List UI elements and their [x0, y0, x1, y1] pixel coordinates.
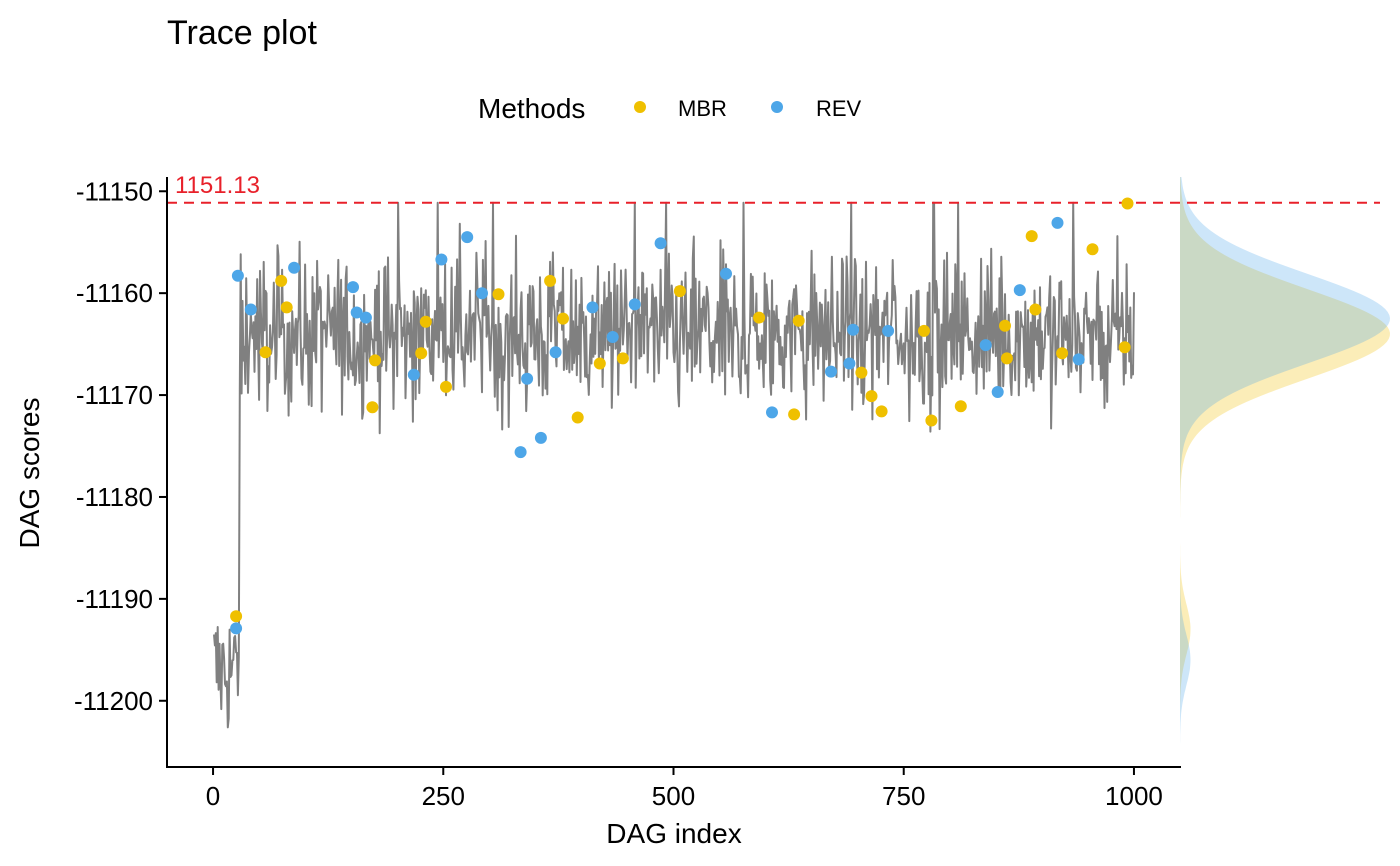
- point-rev: [514, 446, 527, 459]
- trace-line: [213, 201, 1135, 729]
- point-rev: [407, 368, 420, 381]
- point-rev: [586, 301, 599, 314]
- reference-line-label: 1151.13: [175, 172, 260, 199]
- point-rev: [461, 231, 474, 244]
- point-mbr: [1000, 352, 1013, 365]
- point-mbr: [492, 288, 505, 301]
- point-rev: [347, 281, 359, 294]
- point-mbr: [855, 366, 868, 379]
- x-axis-ticks: 0 250 500 750 1000: [206, 767, 1163, 811]
- x-tick-label: 500: [652, 781, 695, 811]
- x-tick-label: 250: [422, 781, 465, 811]
- point-mbr: [1121, 197, 1134, 210]
- point-rev: [1051, 216, 1064, 229]
- point-rev: [534, 431, 547, 444]
- point-mbr: [954, 400, 967, 413]
- point-mbr: [557, 312, 569, 325]
- y-tick-label: -11170: [76, 380, 153, 410]
- point-rev: [231, 269, 244, 282]
- point-rev: [825, 365, 837, 378]
- point-rev: [1072, 353, 1085, 366]
- point-mbr: [875, 405, 888, 418]
- density-panel: [1180, 177, 1390, 767]
- legend-label-rev: REV: [816, 96, 862, 121]
- y-tick-label: -11150: [76, 176, 153, 206]
- point-mbr: [616, 352, 629, 365]
- point-mbr: [366, 401, 379, 414]
- point-mbr: [275, 274, 288, 287]
- point-rev: [1013, 284, 1026, 297]
- point-rev: [476, 287, 488, 300]
- point-rev: [766, 406, 778, 419]
- legend-key-mbr: [634, 101, 646, 113]
- point-mbr: [865, 390, 878, 403]
- point-mbr: [1029, 303, 1042, 316]
- legend-label-mbr: MBR: [678, 96, 727, 121]
- point-rev: [979, 339, 992, 352]
- point-mbr: [1056, 347, 1069, 360]
- point-mbr: [415, 347, 428, 360]
- point-mbr: [571, 411, 584, 424]
- point-rev: [230, 622, 243, 635]
- point-mbr: [788, 408, 801, 421]
- point-mbr: [1025, 230, 1038, 243]
- point-rev: [350, 306, 363, 319]
- point-rev: [882, 324, 895, 337]
- y-tick-label: -11160: [76, 278, 153, 308]
- point-rev: [521, 372, 534, 385]
- point-rev: [720, 267, 732, 280]
- point-mbr: [593, 357, 606, 370]
- point-mbr: [369, 354, 382, 367]
- x-tick-label: 1000: [1105, 781, 1163, 811]
- density-rev: [1180, 177, 1390, 767]
- point-rev: [991, 386, 1004, 398]
- point-mbr: [925, 414, 938, 427]
- x-axis-title: DAG index: [606, 818, 741, 849]
- point-rev: [359, 311, 372, 324]
- point-mbr: [918, 324, 930, 337]
- point-mbr: [440, 380, 452, 393]
- x-tick-label: 0: [206, 781, 220, 811]
- point-mbr: [230, 610, 243, 623]
- point-mbr: [792, 314, 805, 327]
- legend-title: Methods: [478, 93, 585, 124]
- y-axis-ticks: -11150 -11160 -11170 -11180 -11190 -11200: [74, 176, 167, 716]
- point-rev: [654, 237, 667, 250]
- y-tick-label: -11190: [76, 584, 153, 614]
- point-mbr: [280, 301, 293, 314]
- legend: Methods MBR REV: [478, 93, 862, 124]
- y-axis-title: DAG scores: [14, 398, 45, 549]
- y-tick-label: -11200: [74, 686, 153, 716]
- point-rev: [244, 303, 257, 316]
- point-mbr: [999, 319, 1011, 332]
- y-tick-label: -11180: [76, 482, 153, 512]
- point-mbr: [753, 311, 766, 324]
- chart-title: Trace plot: [167, 14, 317, 52]
- point-mbr: [259, 346, 272, 359]
- legend-key-rev: [771, 101, 783, 113]
- point-rev: [288, 261, 301, 274]
- point-rev: [847, 323, 860, 336]
- point-mbr: [1086, 243, 1099, 256]
- points-layer: [230, 197, 1134, 635]
- point-rev: [628, 298, 641, 311]
- trace-layer: [213, 201, 1135, 729]
- point-mbr: [673, 285, 686, 298]
- point-rev: [549, 346, 562, 359]
- point-mbr: [419, 315, 432, 328]
- point-rev: [606, 331, 619, 343]
- point-rev: [435, 253, 448, 266]
- point-mbr: [544, 274, 557, 287]
- point-mbr: [1118, 341, 1131, 354]
- x-tick-label: 750: [882, 781, 925, 811]
- density-mbr: [1180, 177, 1390, 767]
- point-rev: [843, 357, 856, 370]
